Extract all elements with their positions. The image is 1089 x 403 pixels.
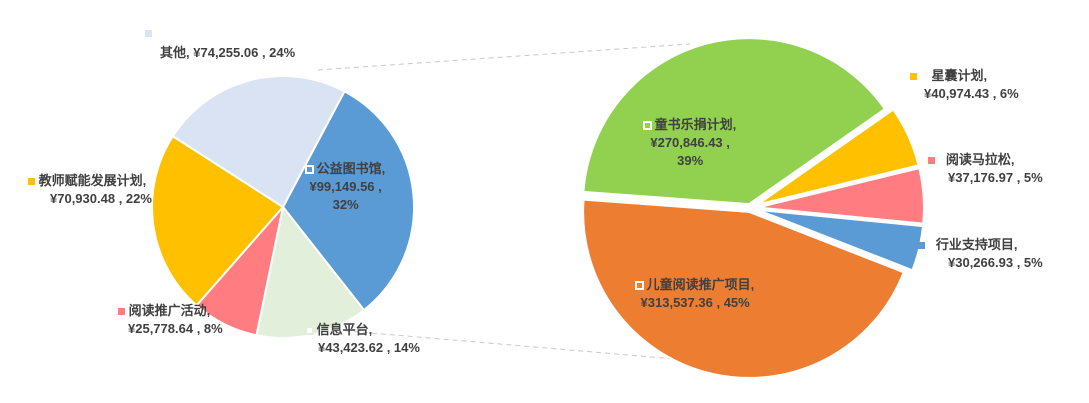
legend-key-public-library xyxy=(305,165,314,175)
slice-label-reading-marathon: 阅读马拉松, ¥37,176.97 , 5% xyxy=(928,151,1043,187)
legend-key-teacher xyxy=(28,178,35,186)
pie-slice-1-1 xyxy=(757,166,925,225)
slice-label-book-donation: 童书乐捐计划, ¥270,846.43 , 39% xyxy=(643,116,736,170)
legend-key-other xyxy=(145,30,152,37)
slice-percent: 14% xyxy=(393,340,420,355)
pie-slice-0-3 xyxy=(150,134,285,307)
legend-key-children-reading xyxy=(635,281,644,291)
slice-percent: 39% xyxy=(677,153,704,168)
slice-name: 信息平台 xyxy=(316,322,369,337)
slice-name: 行业支持项目 xyxy=(935,237,1014,252)
pie-slice-1-3 xyxy=(582,198,906,379)
slice-value: ¥270,846.43 xyxy=(650,135,723,150)
slice-value: ¥70,930.48 xyxy=(50,191,116,206)
slice-name: 公益图书馆 xyxy=(316,161,382,176)
slice-value: ¥37,176.97 xyxy=(948,170,1014,185)
slice-label-star-plan: 星囊计划, ¥40,974.43 , 6% xyxy=(910,67,1019,103)
slice-percent: 8% xyxy=(203,321,223,336)
slice-label-children-reading: 儿童阅读推广项目, ¥313,537.36 , 45% xyxy=(635,276,754,312)
slice-value: ¥74,255.06 xyxy=(193,45,259,60)
slice-value: ¥25,778.64 xyxy=(128,321,194,336)
slice-label-industry-support: 行业支持项目, ¥30,266.93 , 5% xyxy=(918,236,1043,272)
slice-name: 其他 xyxy=(160,45,187,60)
slice-name: 儿童阅读推广项目 xyxy=(646,277,751,292)
connector-line-0 xyxy=(317,43,691,71)
legend-key-star-plan xyxy=(910,73,917,81)
slice-percent: 32% xyxy=(332,197,359,212)
slice-percent: 5% xyxy=(1023,255,1043,270)
pie-slice-0-4 xyxy=(171,75,346,209)
slice-label-reading-activities: 阅读推广活动, ¥25,778.64 , 8% xyxy=(118,302,223,338)
slice-label-public-library: 公益图书馆, ¥99,149.56 , 32% xyxy=(305,160,385,214)
slice-percent: 45% xyxy=(723,295,750,310)
slice-name: 阅读推广活动 xyxy=(128,303,207,318)
slice-name: 星囊计划 xyxy=(931,68,984,83)
pie-slice-1-0 xyxy=(756,108,920,206)
slice-name: 阅读马拉松 xyxy=(945,152,1011,167)
legend-key-reading-activities xyxy=(118,308,125,316)
legend-key-book-donation xyxy=(643,121,652,131)
legend-key-reading-marathon xyxy=(928,157,935,165)
slice-label-info-platform: 信息平台, ¥43,423.62 , 14% xyxy=(305,321,420,357)
right-pie xyxy=(582,37,925,379)
slice-name: 童书乐捐计划 xyxy=(654,117,733,132)
slice-percent: 6% xyxy=(999,86,1019,101)
left-pie xyxy=(150,75,415,339)
pie-slice-0-1 xyxy=(255,204,366,339)
slice-value: ¥313,537.36 xyxy=(640,295,713,310)
slice-value: ¥99,149.56 xyxy=(309,179,375,194)
connector-lines xyxy=(317,43,711,363)
slice-percent: 24% xyxy=(269,45,296,60)
slice-label-teacher: 教师赋能发展计划, ¥70,930.48 , 22% xyxy=(28,172,152,208)
legend-key-industry-support xyxy=(918,242,925,250)
slice-percent: 5% xyxy=(1023,170,1043,185)
slice-label-other: 其他, ¥74,255.06 , 24% xyxy=(160,45,296,60)
slice-percent: 22% xyxy=(125,191,152,206)
legend-key-info-platform xyxy=(305,326,314,336)
slice-name: 教师赋能发展计划 xyxy=(38,173,143,188)
slice-value: ¥40,974.43 xyxy=(924,86,990,101)
slice-value: ¥30,266.93 xyxy=(948,255,1014,270)
slice-value: ¥43,423.62 xyxy=(318,340,384,355)
pie-slice-1-4 xyxy=(582,37,887,206)
